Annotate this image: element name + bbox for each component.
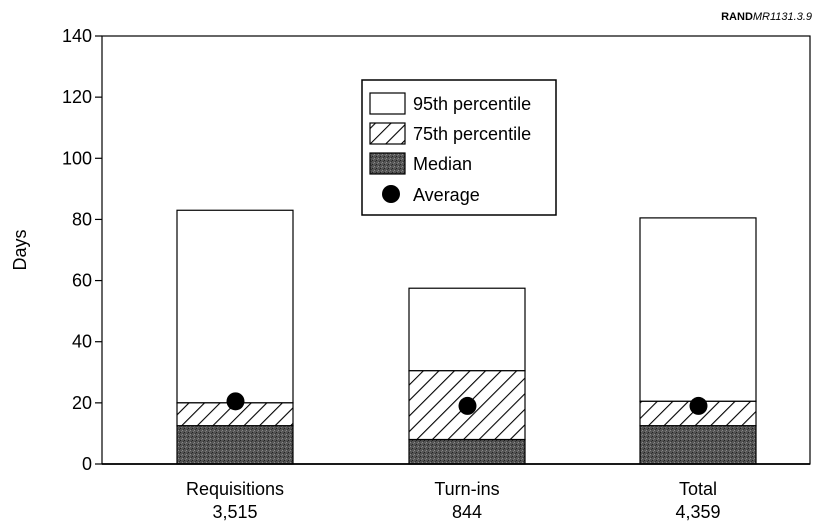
y-tick-label: 40 [72, 332, 92, 352]
y-tick-label: 80 [72, 209, 92, 229]
y-tick-label: 0 [82, 454, 92, 474]
legend: 95th percentile 75th percentile Median A… [361, 79, 557, 216]
bar-median [408, 438, 526, 465]
bar-95th-percentile [176, 209, 294, 404]
y-tick-label: 140 [62, 26, 92, 46]
category-count: 3,515 [212, 502, 257, 522]
bar-95th-percentile [408, 287, 526, 372]
category-labels: Requisitions 3,515 Turn-ins 844 Total 4,359 [186, 479, 721, 522]
category-count: 844 [452, 502, 482, 522]
category-label: Requisitions [186, 479, 284, 499]
legend-swatch-median [369, 152, 406, 175]
source-label-rest: MR1131.3.9 [753, 11, 812, 23]
legend-marker-average [382, 185, 400, 203]
category-count: 4,359 [675, 502, 720, 522]
y-tick-label: 20 [72, 393, 92, 413]
average-marker [226, 392, 245, 411]
legend-label-95th: 95th percentile [413, 94, 531, 114]
legend-swatch-75th [369, 122, 406, 145]
legend-swatch-95th [369, 92, 406, 115]
y-tick-label: 100 [62, 148, 92, 168]
bar-median [639, 425, 757, 465]
bar-95th-percentile [639, 217, 757, 402]
category-label: Turn-ins [434, 479, 499, 499]
y-ticks: 0 20 40 60 80 100 120 140 [62, 26, 102, 474]
y-tick-label: 60 [72, 271, 92, 291]
source-label: RANDMR1131.3.9 [721, 11, 812, 23]
legend-label-median: Median [413, 154, 472, 174]
legend-label-75th: 75th percentile [413, 124, 531, 144]
legend-label-average: Average [413, 185, 480, 205]
y-tick-label: 120 [62, 87, 92, 107]
average-marker [689, 396, 708, 415]
y-axis-title: Days [10, 229, 30, 270]
bars [102, 209, 810, 465]
source-label-bold: RAND [721, 11, 753, 23]
category-label: Total [679, 479, 717, 499]
average-marker [458, 396, 477, 415]
bar-median [176, 425, 294, 465]
